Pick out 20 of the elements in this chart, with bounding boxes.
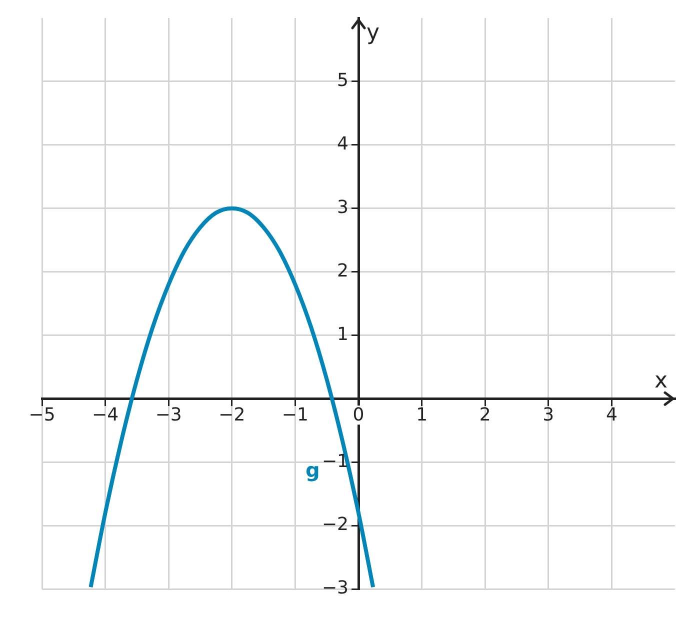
x-tick-label: −2 [218, 404, 246, 426]
x-tick-label: −5 [28, 404, 56, 426]
y-tick-label: 1 [337, 324, 348, 345]
series-label: g [306, 458, 320, 482]
x-tick-label: 3 [542, 404, 554, 426]
x-tick-label: −3 [155, 404, 182, 426]
x-tick-label: 2 [479, 404, 491, 426]
y-tick-label: 5 [337, 70, 348, 92]
x-axis-title: x [654, 368, 668, 394]
y-tick-label: 3 [337, 197, 348, 218]
x-tick-label: 4 [606, 404, 618, 426]
y-tick-label: 4 [337, 134, 348, 155]
x-tick-label: −1 [282, 404, 308, 426]
y-tick-label: −2 [322, 514, 348, 536]
y-axis-title: y [366, 20, 380, 46]
x-tick-label: 0 [352, 404, 364, 426]
x-tick-label: 1 [416, 404, 428, 426]
y-tick-label: 2 [337, 260, 348, 282]
x-tick-label: −4 [92, 404, 119, 426]
y-tick-label: −3 [322, 578, 348, 599]
